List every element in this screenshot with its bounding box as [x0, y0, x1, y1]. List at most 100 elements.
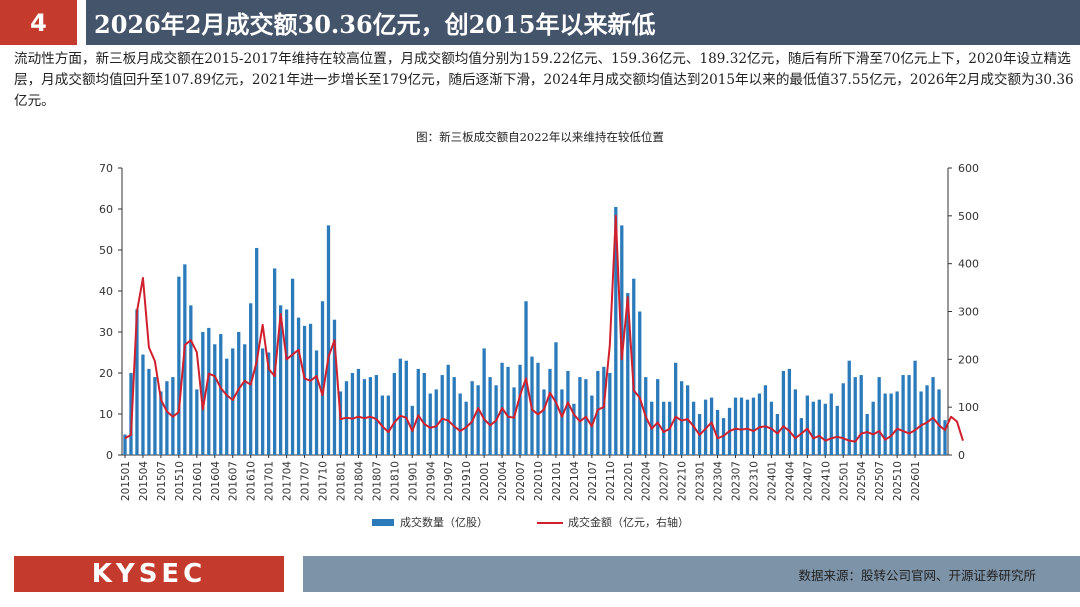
bar-35	[332, 319, 337, 455]
x-tick-label: 201710	[318, 461, 330, 501]
x-tick-label: 201501	[120, 461, 132, 501]
x-tick-label: 202601	[910, 461, 922, 501]
bar-111	[787, 368, 792, 455]
bar-80	[602, 366, 606, 455]
x-tick-label: 202504	[856, 461, 868, 501]
bar-6	[159, 391, 163, 455]
bar-73	[560, 389, 564, 455]
bar-72	[554, 342, 558, 455]
bar-107	[763, 385, 768, 455]
bar-33	[320, 301, 325, 455]
bar-24	[266, 352, 271, 455]
right-tick-label: 0	[958, 449, 965, 462]
bar-95	[691, 401, 696, 455]
bar-133	[919, 391, 923, 455]
bar-5	[153, 377, 157, 455]
bar-39	[356, 368, 361, 455]
bar-56	[458, 393, 462, 455]
bar-65	[512, 387, 516, 455]
bar-70	[542, 389, 546, 455]
bar-61	[488, 377, 492, 455]
bar-60	[482, 348, 486, 455]
bar-129	[895, 391, 899, 455]
x-tick-label: 201707	[300, 461, 312, 501]
x-tick-label: 201504	[138, 461, 150, 501]
bar-66	[518, 364, 522, 455]
x-tick-label: 202301	[695, 461, 707, 501]
bar-32	[314, 350, 319, 455]
bar-27	[284, 309, 289, 455]
bar-132	[913, 360, 917, 455]
right-tick-label: 600	[958, 162, 979, 175]
bar-128	[889, 393, 893, 455]
bar-44	[386, 395, 391, 455]
legend-line-label: 成交金额（亿元，右轴）	[568, 515, 689, 529]
x-tick-label: 201704	[282, 461, 294, 501]
x-tick-label: 202501	[838, 461, 850, 501]
bar-121	[847, 360, 851, 455]
bar-126	[877, 377, 881, 455]
bar-99	[715, 409, 720, 455]
right-tick-label: 300	[958, 306, 979, 319]
bar-125	[871, 401, 875, 455]
bar-12	[195, 389, 199, 455]
bar-122	[853, 377, 857, 455]
bar-45	[392, 373, 396, 455]
x-tick-label: 201810	[389, 461, 401, 501]
x-tick-label: 202510	[892, 461, 904, 501]
bar-46	[398, 358, 402, 455]
x-tick-label: 202001	[479, 461, 491, 501]
bar-123	[859, 375, 863, 455]
bar-54	[446, 364, 450, 455]
x-tick-label: 201804	[353, 461, 365, 501]
bar-113	[799, 418, 804, 455]
bar-58	[470, 381, 474, 455]
kysec-logo: KYSEC	[14, 556, 284, 592]
data-source-note: 数据来源：股转公司官网、开源证券研究所	[798, 567, 1036, 583]
bar-1	[129, 373, 133, 455]
bar-25	[272, 268, 277, 455]
bar-7	[165, 381, 169, 455]
bar-116	[817, 399, 821, 455]
bar-0	[123, 434, 127, 455]
x-tick-label: 202010	[533, 461, 545, 501]
left-tick-label: 70	[99, 162, 113, 175]
bar-127	[883, 393, 887, 455]
bar-38	[350, 373, 355, 455]
bar-21	[249, 303, 253, 455]
bar-134	[925, 385, 929, 455]
bar-4	[147, 368, 151, 455]
bar-19	[237, 332, 241, 455]
bar-22	[255, 247, 259, 455]
chart-area: 0 10 20 30 40 50 60 70 0 100 200 300 400 500 600 201501…	[99, 162, 979, 529]
bar-82	[614, 206, 618, 455]
right-tick-label: 200	[958, 353, 979, 366]
right-tick-label: 100	[958, 401, 979, 414]
bar-11	[189, 305, 193, 455]
bar-102	[733, 397, 738, 455]
bar-20	[243, 344, 247, 455]
bar-74	[566, 370, 570, 455]
bar-9	[177, 276, 181, 455]
bar-28	[290, 278, 295, 455]
left-tick-label: 40	[99, 285, 113, 298]
bar-98	[709, 397, 714, 455]
x-tick-label: 201901	[407, 461, 419, 501]
bar-31	[308, 323, 313, 455]
left-tick-label: 0	[106, 449, 113, 462]
bar-120	[841, 383, 845, 455]
x-tick-label: 201604	[210, 461, 222, 501]
x-tick-label: 201607	[228, 461, 240, 501]
x-tick-label: 202110	[605, 461, 617, 501]
bar-14	[207, 327, 211, 455]
bar-49	[416, 368, 420, 455]
bar-103	[739, 397, 744, 455]
legend-bar-swatch	[372, 519, 394, 526]
bar-119	[835, 405, 839, 455]
bar-79	[596, 370, 600, 455]
bar-3	[141, 354, 145, 455]
x-tick-label: 201601	[192, 461, 204, 501]
x-tick-label: 202104	[569, 461, 581, 501]
left-tick-label: 30	[99, 326, 113, 339]
x-tick-label: 201701	[264, 461, 276, 501]
